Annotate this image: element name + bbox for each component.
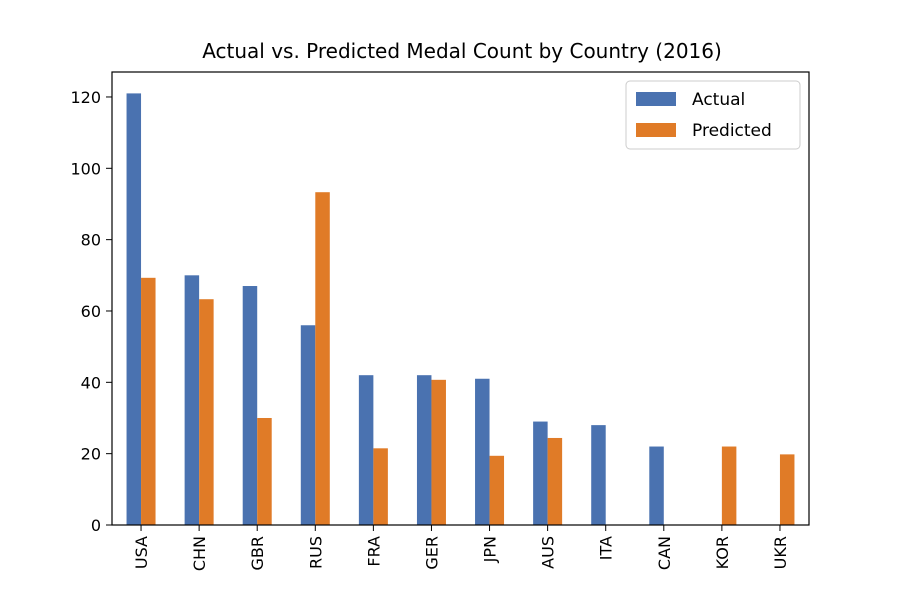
- x-tick-label-fra: FRA: [364, 536, 383, 567]
- x-axis: USA CHN GBR RUS FRA GER JPN AUS ITA CAN KOR UKR: [132, 525, 790, 571]
- legend-label-actual: Actual: [692, 90, 745, 110]
- bar-predicted-chn: [199, 299, 214, 525]
- bar-predicted-ukr: [779, 454, 795, 525]
- x-tick-label-jpn: JPN: [481, 536, 500, 563]
- y-axis: 0 20 40 60 80 100 120: [70, 88, 112, 535]
- chart-title: Actual vs. Predicted Medal Count by Coun…: [202, 39, 722, 63]
- y-tick-label: 0: [91, 516, 101, 535]
- bar-actual-jpn: [475, 378, 490, 525]
- x-tick-label-rus: RUS: [306, 536, 325, 569]
- bar-actual-ita: [591, 425, 606, 525]
- bar-actual-gbr: [242, 286, 258, 525]
- bar-predicted-kor: [721, 446, 737, 525]
- bar-actual-ger: [416, 375, 432, 525]
- bar-actual-usa: [126, 93, 142, 525]
- x-tick-label-gbr: GBR: [248, 536, 267, 571]
- bar-predicted-gbr: [257, 417, 272, 525]
- legend-swatch-predicted: [636, 123, 676, 137]
- legend: Actual Predicted: [625, 80, 801, 150]
- bar-predicted-fra: [373, 448, 388, 525]
- x-tick-label-chn: CHN: [190, 536, 209, 571]
- x-tick-label-usa: USA: [132, 536, 151, 569]
- bar-actual-can: [649, 446, 664, 525]
- bar-predicted-usa: [141, 277, 156, 525]
- bar-predicted-ger: [431, 379, 446, 525]
- y-tick-label: 80: [81, 231, 101, 250]
- x-tick-label-kor: KOR: [713, 536, 732, 569]
- y-tick-label: 60: [81, 302, 101, 321]
- bar-actual-rus: [300, 325, 316, 525]
- x-tick-label-can: CAN: [655, 536, 674, 570]
- bar-predicted-jpn: [489, 455, 505, 525]
- x-tick-label-ukr: UKR: [771, 536, 790, 569]
- bar-predicted-rus: [315, 192, 330, 525]
- bar-predicted-aus: [547, 437, 563, 525]
- legend-swatch-actual: [636, 92, 676, 106]
- plot-frame: [111, 71, 810, 526]
- x-tick-label-ita: ITA: [597, 536, 616, 560]
- y-tick-label: 20: [81, 445, 101, 464]
- legend-label-predicted: Predicted: [692, 121, 772, 141]
- bar-actual-chn: [184, 275, 200, 525]
- x-tick-label-ger: GER: [422, 536, 441, 570]
- bar-actual-aus: [533, 421, 548, 525]
- bar-actual-fra: [358, 375, 374, 525]
- y-tick-label: 40: [81, 373, 101, 392]
- y-tick-label: 100: [70, 159, 101, 178]
- y-tick-label: 120: [70, 88, 101, 107]
- bars-group: [126, 93, 795, 525]
- x-tick-label-aus: AUS: [539, 536, 558, 569]
